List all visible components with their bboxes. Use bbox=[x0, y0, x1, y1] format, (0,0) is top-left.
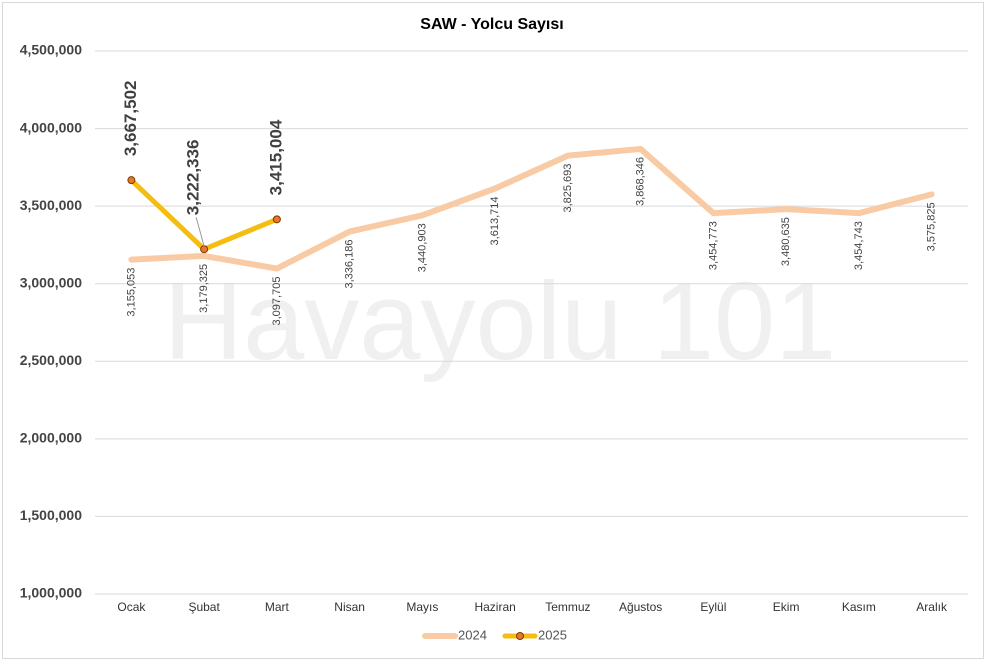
data-label: 3,667,502 bbox=[121, 81, 140, 157]
x-tick-label: Ağustos bbox=[619, 600, 662, 614]
data-label: 3,415,004 bbox=[266, 119, 285, 195]
data-point bbox=[200, 245, 209, 254]
x-tick-label: Aralık bbox=[916, 600, 948, 614]
data-label: 3,097,705 bbox=[271, 277, 283, 326]
data-point bbox=[127, 176, 136, 185]
x-tick-label: Eylül bbox=[700, 600, 726, 614]
y-tick-label: 2,500,000 bbox=[20, 352, 82, 368]
watermark: Havayolu 101 bbox=[164, 260, 837, 383]
y-tick-label: 3,000,000 bbox=[20, 274, 82, 290]
data-label: 3,222,336 bbox=[184, 140, 203, 216]
data-label: 3,868,346 bbox=[635, 157, 647, 206]
legend-label: 2025 bbox=[538, 627, 567, 642]
x-tick-label: Ocak bbox=[117, 600, 146, 614]
y-tick-label: 3,500,000 bbox=[20, 197, 82, 213]
data-label: 3,454,773 bbox=[707, 221, 719, 270]
data-label: 3,440,903 bbox=[416, 223, 428, 272]
data-label: 3,179,325 bbox=[198, 264, 210, 313]
x-tick-label: Mayıs bbox=[406, 600, 438, 614]
data-label: 3,336,186 bbox=[344, 240, 356, 289]
leader-line bbox=[195, 217, 205, 247]
x-tick-label: Nisan bbox=[334, 600, 365, 614]
x-tick-label: Temmuz bbox=[545, 600, 590, 614]
y-tick-label: 2,000,000 bbox=[20, 430, 82, 446]
x-tick-label: Kasım bbox=[842, 600, 876, 614]
legend-marker bbox=[516, 632, 524, 640]
y-tick-label: 4,500,000 bbox=[20, 42, 82, 58]
chart-title: SAW - Yolcu Sayısı bbox=[420, 16, 563, 33]
y-tick-label: 1,000,000 bbox=[20, 585, 82, 601]
data-label: 3,155,053 bbox=[125, 268, 137, 317]
data-label: 3,575,825 bbox=[926, 202, 938, 251]
y-tick-label: 4,000,000 bbox=[20, 119, 82, 135]
x-tick-label: Şubat bbox=[188, 600, 220, 614]
data-label: 3,613,714 bbox=[489, 197, 501, 246]
x-tick-label: Haziran bbox=[474, 600, 515, 614]
data-label: 3,454,743 bbox=[853, 221, 865, 270]
data-label: 3,480,635 bbox=[780, 217, 792, 266]
data-label: 3,825,693 bbox=[562, 164, 574, 213]
x-tick-label: Mart bbox=[265, 600, 290, 614]
x-tick-label: Ekim bbox=[773, 600, 800, 614]
series-line bbox=[128, 145, 935, 272]
y-tick-label: 1,500,000 bbox=[20, 507, 82, 523]
legend-label: 2024 bbox=[458, 627, 487, 642]
data-point bbox=[272, 215, 281, 224]
